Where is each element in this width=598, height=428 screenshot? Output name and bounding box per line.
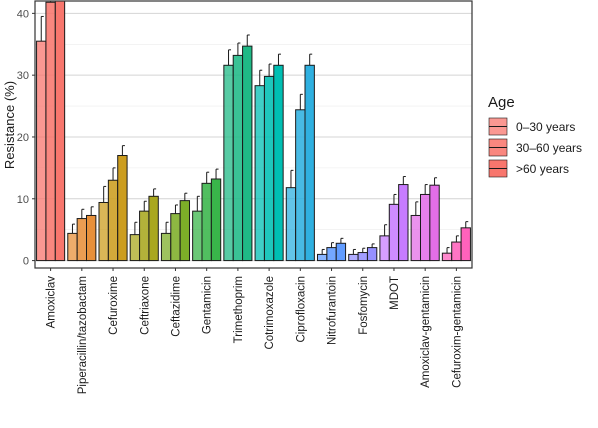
bar [388,203,400,262]
bar [86,214,97,262]
bar [335,242,347,262]
x-tick-label: Amoxiclav-gentamicin [420,276,432,388]
x-tick-label: Cefuroxim-gentamicin [451,276,463,388]
x-tick-label: Cotrimoxazole [264,276,276,350]
bar [179,200,191,262]
bar [129,234,141,262]
plot-border [34,0,473,269]
y-tick-label: 10 [17,194,29,206]
bar [54,1,66,262]
bar [139,210,150,262]
x-tick-label: Trimethoprim [233,276,245,343]
bar [285,187,297,262]
legend-label: 0–30 years [516,120,575,134]
bar [429,184,440,262]
x-tick-label: Amoxiclav [46,276,58,329]
bar [117,155,128,262]
bar [273,64,284,262]
bar [67,232,78,262]
bar [45,1,56,262]
x-tick-label: MDOT [389,276,401,310]
bar [254,85,265,262]
bar [460,227,471,262]
x-tick-label: Piperacillin/tazobactam [77,276,89,394]
x-tick-label: Ceftriaxone [139,276,151,335]
y-tick-label: 0 [23,256,29,268]
x-tick-label: Fosfomycin [358,276,370,335]
bar [201,182,212,262]
bars-group [36,1,471,262]
bar [107,179,119,262]
bar [232,54,244,262]
x-tick-label: Cefuroxime [108,276,120,335]
bar [210,178,222,262]
bar [148,195,159,262]
bar [304,64,315,262]
y-axis-title: Resistance (%) [2,81,17,169]
bar [36,40,47,262]
bar [160,232,172,262]
x-tick-label: Ceftazidime [170,276,182,337]
bar [76,218,88,262]
axis-labels: 0 10 20 30 40 Amoxiclav Piperacillin/tazobacta… [17,8,464,394]
bar [348,253,359,262]
bar [410,214,421,262]
bar [441,252,453,262]
bar [263,75,275,262]
x-tick-label: Nitrofurantoin [327,276,339,345]
plot-area [34,0,473,269]
bar [98,201,109,262]
legend-title: Age [488,94,515,111]
bar [357,252,368,262]
bar [366,247,378,262]
bar [192,210,203,262]
bar [398,184,409,262]
bar [419,193,431,262]
bar [451,241,462,262]
bar [223,64,234,262]
y-tick-label: 40 [17,8,29,20]
legend: Age 0–30 years 30–60 years >60 years [488,94,582,178]
y-tick-label: 30 [17,70,29,82]
x-tick-label: Ciprofloxacin [295,276,307,342]
x-tick-label: Gentamicin [202,276,214,334]
legend-label: 30–60 years [516,141,582,155]
bar [316,253,328,262]
y-tick-label: 20 [17,132,29,144]
bar [295,109,306,262]
bar [379,235,390,262]
bar [326,247,337,262]
bar [170,213,181,262]
legend-label: >60 years [516,162,569,176]
bar [242,45,253,262]
